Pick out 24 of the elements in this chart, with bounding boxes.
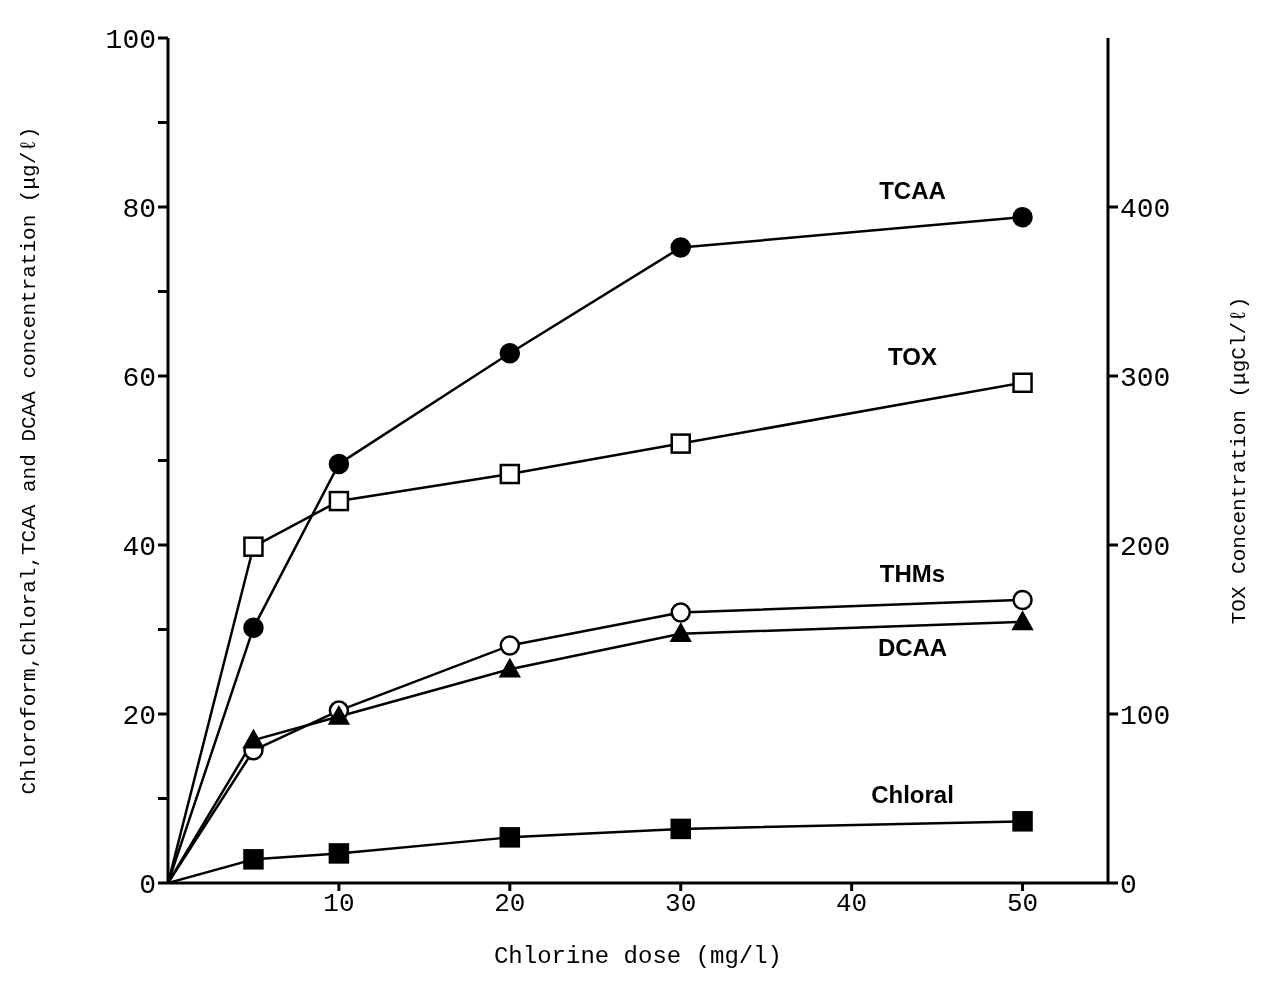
y2-axis-title: TOX Concentration (μgCl/ℓ) [1228, 296, 1252, 625]
y-tick-label: 60 [122, 362, 156, 394]
series-label: TCAA [879, 177, 946, 205]
x-tick-label: 40 [836, 889, 868, 920]
x-tick-label: 10 [323, 889, 355, 920]
y-axis-title: Chloroform,Chloral,TCAA and DCAA concentration (μg/ℓ) [18, 126, 42, 795]
y-tick-label: 80 [122, 193, 156, 225]
series-label: THMs [879, 559, 946, 587]
x-tick-label: 50 [1006, 889, 1039, 920]
y2-tick-label: 400 [1120, 193, 1171, 225]
y-tick-label: 40 [122, 531, 156, 563]
x-tick-label: 30 [665, 889, 697, 920]
x-axis-title: Chlorine dose (mg/l) [493, 943, 783, 970]
y2-tick-label: 100 [1120, 700, 1171, 732]
series-label: Chloral [871, 781, 954, 809]
series-label: DCAA [877, 633, 948, 661]
y2-tick-label: 200 [1120, 531, 1171, 563]
x-tick-label: 20 [494, 889, 526, 920]
y-tick-label: 100 [105, 24, 156, 56]
y-tick-label: 20 [122, 700, 156, 732]
y2-tick-label: 300 [1120, 362, 1171, 394]
y-tick-label: 0 [139, 869, 156, 901]
series-label: TOX [888, 342, 937, 370]
y2-tick-label: 0 [1120, 869, 1137, 901]
